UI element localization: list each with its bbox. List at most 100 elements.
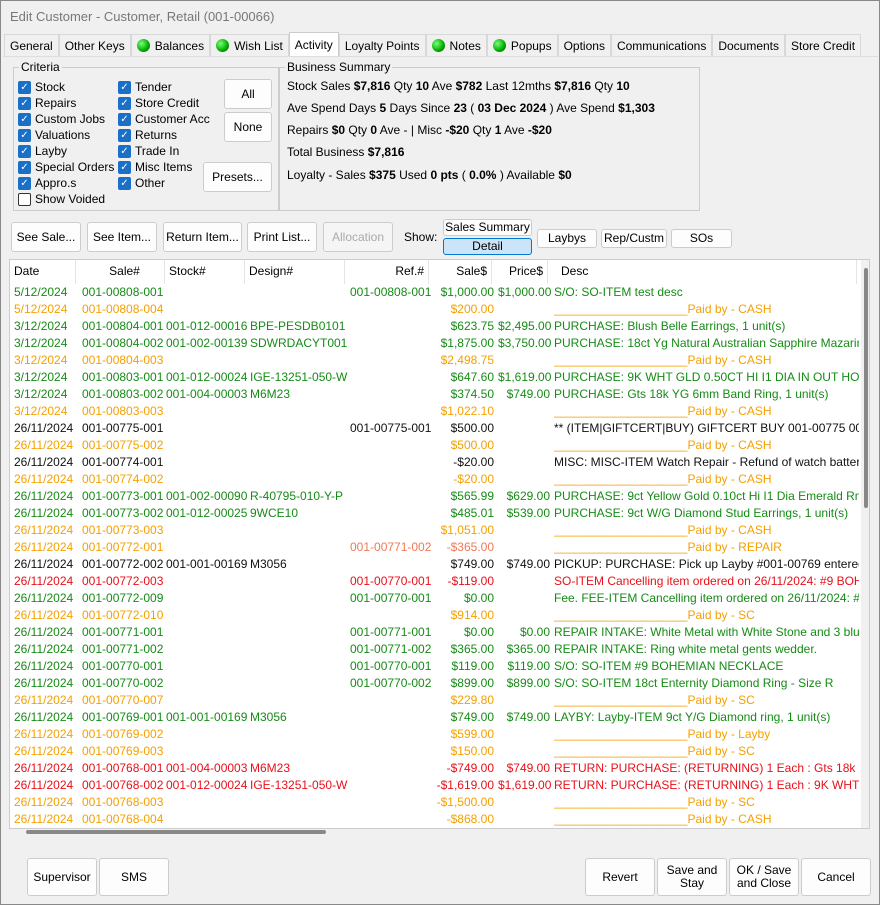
- checkbox-customer-acc[interactable]: ✓ Customer Acc: [118, 112, 210, 126]
- column-header-sale[interactable]: Sale#: [85, 260, 165, 284]
- detail-button[interactable]: Detail: [443, 238, 532, 255]
- checkbox-label: Misc Items: [135, 160, 193, 174]
- checkbox-valuations[interactable]: ✓ Valuations: [18, 128, 90, 142]
- allocation-button[interactable]: Allocation: [323, 222, 393, 252]
- see-item-button[interactable]: See Item...: [87, 222, 157, 252]
- table-row[interactable]: 26/11/2024 001-00768-002 001-012-00024 IGE-…: [10, 777, 869, 794]
- sale-no-cell: 001-00774-001: [82, 455, 164, 469]
- checkbox-stock[interactable]: ✓ Stock: [18, 80, 65, 94]
- cancel-button[interactable]: Cancel: [801, 858, 871, 896]
- table-row[interactable]: 26/11/2024 001-00773-003 $1,051.00 ________…: [10, 522, 869, 539]
- tab-general[interactable]: General: [4, 34, 59, 56]
- tab-communications[interactable]: Communications: [610, 34, 713, 56]
- column-header-stock[interactable]: Stock#: [165, 260, 245, 284]
- table-row[interactable]: 3/12/2024 001-00804-003 $2,498.75 _________…: [10, 352, 869, 369]
- checkbox-show-voided[interactable]: Show Voided: [18, 192, 105, 206]
- column-header-date[interactable]: Date: [10, 260, 76, 284]
- checkbox-trade-in[interactable]: ✓ Trade In: [118, 144, 179, 158]
- checkbox-returns[interactable]: ✓ Returns: [118, 128, 177, 142]
- table-row[interactable]: 26/11/2024 001-00772-003 001-00770-001 -$11…: [10, 573, 869, 590]
- table-row[interactable]: 26/11/2024 001-00769-003 $150.00 __________…: [10, 743, 869, 760]
- table-row[interactable]: 26/11/2024 001-00774-001 -$20.00 MISC: MISC…: [10, 454, 869, 471]
- table-row[interactable]: 26/11/2024 001-00770-002 001-00770-002 $899…: [10, 675, 869, 692]
- column-header-ref[interactable]: Ref.#: [345, 260, 429, 284]
- checkbox-custom-jobs[interactable]: ✓ Custom Jobs: [18, 112, 105, 126]
- column-header-sale[interactable]: Sale$: [428, 260, 492, 284]
- table-row[interactable]: 5/12/2024 001-00808-004 $200.00 ___________…: [10, 301, 869, 318]
- rep-custm-button[interactable]: Rep/Custm: [601, 229, 667, 248]
- column-header-desc[interactable]: Desc: [557, 260, 857, 284]
- table-row[interactable]: 26/11/2024 001-00768-004 -$868.00 _________…: [10, 811, 869, 828]
- table-row[interactable]: 3/12/2024 001-00804-002 001-002-00139 SDWRD…: [10, 335, 869, 352]
- ok-save-close-button[interactable]: OK / Save and Close: [729, 858, 799, 896]
- table-row[interactable]: 26/11/2024 001-00768-001 001-004-00003 M6M2…: [10, 760, 869, 777]
- sale-no-cell: 001-00803-001: [82, 370, 164, 384]
- table-row[interactable]: 26/11/2024 001-00771-001 001-00771-001 $0.0…: [10, 624, 869, 641]
- tab-store-credit[interactable]: Store Credit: [785, 34, 862, 56]
- checkbox-repairs[interactable]: ✓ Repairs: [18, 96, 76, 110]
- checkbox-special-orders[interactable]: ✓ Special Orders: [18, 160, 114, 174]
- checkbox-misc-items[interactable]: ✓ Misc Items: [118, 160, 192, 174]
- table-row[interactable]: 26/11/2024 001-00769-002 $599.00 __________…: [10, 726, 869, 743]
- table-row[interactable]: 26/11/2024 001-00770-001 001-00770-001 $119…: [10, 658, 869, 675]
- checkbox-layby[interactable]: ✓ Layby: [18, 144, 67, 158]
- checkbox-tender[interactable]: ✓ Tender: [118, 80, 172, 94]
- checkbox-store-credit[interactable]: ✓ Store Credit: [118, 96, 199, 110]
- horizontal-scrollbar[interactable]: [26, 830, 326, 834]
- column-header-price[interactable]: Price$: [492, 260, 548, 284]
- desc-cell: ____________________Paid by - CASH: [554, 523, 772, 537]
- table-row[interactable]: 26/11/2024 001-00769-001 001-001-00169 M305…: [10, 709, 869, 726]
- sales-summary-button[interactable]: Sales Summary: [443, 219, 532, 236]
- vertical-scroll-thumb[interactable]: [864, 268, 868, 508]
- design-no-cell: R-40795-010-Y-P: [250, 489, 343, 503]
- tab-documents[interactable]: Documents: [712, 34, 786, 56]
- summary-label: Qty: [591, 79, 617, 93]
- revert-button[interactable]: Revert: [585, 858, 655, 896]
- table-row[interactable]: 26/11/2024 001-00772-009 001-00770-001 $0.0…: [10, 590, 869, 607]
- table-row[interactable]: 3/12/2024 001-00804-001 001-012-00016 BPE-P…: [10, 318, 869, 335]
- see-sale-button[interactable]: See Sale...: [11, 222, 81, 252]
- table-row[interactable]: 26/11/2024 001-00768-003 -$1,500.00 _______…: [10, 794, 869, 811]
- sos-button[interactable]: SOs: [671, 229, 732, 248]
- laybys-button[interactable]: Laybys: [537, 229, 597, 248]
- none-button[interactable]: None: [224, 112, 272, 142]
- table-row[interactable]: 26/11/2024 001-00772-010 $914.00 __________…: [10, 607, 869, 624]
- vertical-scrollbar[interactable]: [861, 260, 869, 828]
- tab-wish-list[interactable]: Wish List: [210, 34, 289, 56]
- table-row[interactable]: 26/11/2024 001-00773-001 001-002-00090 R-40…: [10, 488, 869, 505]
- checkbox-other[interactable]: ✓ Other: [118, 176, 165, 190]
- table-row[interactable]: 3/12/2024 001-00803-002 001-004-00003 M6M23…: [10, 386, 869, 403]
- tab-loyalty-points[interactable]: Loyalty Points: [338, 34, 426, 56]
- table-row[interactable]: 26/11/2024 001-00771-002 001-00771-002 $365…: [10, 641, 869, 658]
- tab-popups[interactable]: Popups: [486, 34, 558, 56]
- table-row[interactable]: 5/12/2024 001-00808-001 001-00808-001 $1,00…: [10, 284, 869, 301]
- presets-button[interactable]: Presets...: [203, 162, 272, 192]
- print-list-button[interactable]: Print List...: [247, 222, 317, 252]
- tab-activity[interactable]: Activity: [288, 32, 339, 56]
- checkbox-appro-s[interactable]: ✓ Appro.s: [18, 176, 76, 190]
- all-button[interactable]: All: [224, 79, 272, 109]
- tab-other-keys[interactable]: Other Keys: [58, 34, 131, 56]
- supervisor-button[interactable]: Supervisor: [27, 858, 97, 896]
- tab-notes[interactable]: Notes: [425, 34, 487, 56]
- tab-label: Other Keys: [64, 38, 125, 53]
- table-row[interactable]: 26/11/2024 001-00775-001 001-00775-001 $500…: [10, 420, 869, 437]
- table-row[interactable]: 3/12/2024 001-00803-003 $1,022.10 _________…: [10, 403, 869, 420]
- sale-amount-cell: $599.00: [450, 727, 494, 741]
- table-row[interactable]: 3/12/2024 001-00803-001 001-012-00024 IGE-1…: [10, 369, 869, 386]
- table-row[interactable]: 26/11/2024 001-00772-002 001-001-00169 M305…: [10, 556, 869, 573]
- table-row[interactable]: 26/11/2024 001-00770-007 $229.80 __________…: [10, 692, 869, 709]
- tab-balances[interactable]: Balances: [130, 34, 211, 56]
- table-row[interactable]: 26/11/2024 001-00773-002 001-012-00025 9WCE…: [10, 505, 869, 522]
- sms-button[interactable]: SMS: [99, 858, 169, 896]
- column-header-design[interactable]: Design#: [245, 260, 345, 284]
- sale-amount-cell: -$20.00: [453, 472, 494, 486]
- table-row[interactable]: 26/11/2024 001-00774-002 -$20.00 __________…: [10, 471, 869, 488]
- table-row[interactable]: 26/11/2024 001-00772-001 001-00771-002 -$36…: [10, 539, 869, 556]
- save-and-stay-button[interactable]: Save and Stay: [657, 858, 727, 896]
- tab-options[interactable]: Options: [557, 34, 611, 56]
- return-item-button[interactable]: Return Item...: [163, 222, 242, 252]
- table-row[interactable]: 26/11/2024 001-00775-002 $500.00 __________…: [10, 437, 869, 454]
- activity-panel: [3, 56, 878, 846]
- date-cell: 3/12/2024: [14, 404, 68, 418]
